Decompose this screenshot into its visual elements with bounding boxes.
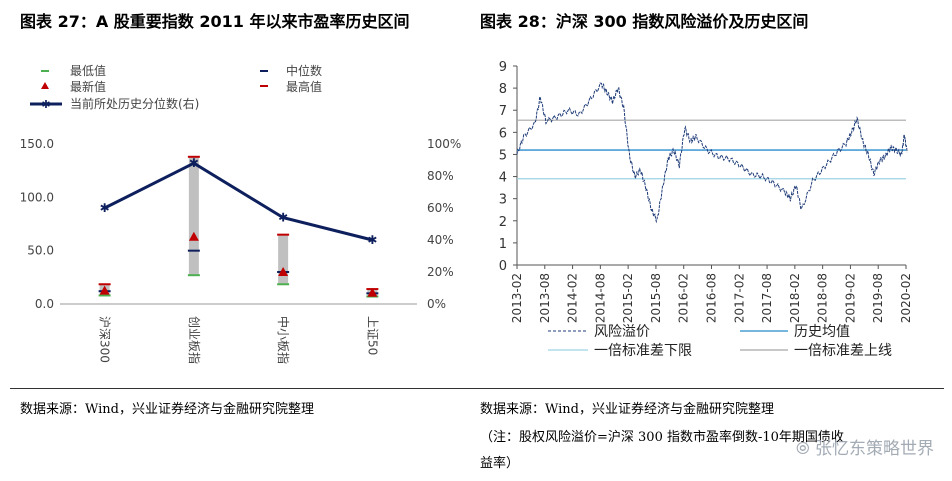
category-label: 上证50 <box>365 316 379 355</box>
x-tick-label: 2015-02 <box>621 273 635 323</box>
y-tick-label: 6 <box>499 126 507 141</box>
percentile-point: ✱ <box>100 201 110 215</box>
range-bar <box>278 234 289 285</box>
right-y-tick-label: 0% <box>427 297 446 311</box>
wechat-icon: ⦾ <box>795 439 810 459</box>
right-source: 数据来源：Wind，兴业证券经济与金融研究院整理 <box>480 402 774 417</box>
x-tick-label: 2020-02 <box>899 273 913 323</box>
right-chart-title: 图表 28：沪深 300 指数风险溢价及历史区间 <box>480 12 809 31</box>
right-chart: 0 1 2 3 4 5 6 7 8 9 2013-02 2013-08 2014-02 2014-08 20… <box>499 60 913 359</box>
x-tick-label: 2019-08 <box>871 273 885 323</box>
legend-max-label: 最高值 <box>286 79 322 94</box>
y-tick-label: 0 <box>499 259 507 274</box>
x-tick-label: 2016-02 <box>677 273 691 323</box>
watermark-text: 张忆东策略世界 <box>815 439 934 459</box>
percentile-point: ✱ <box>189 156 199 170</box>
right-y-tick-label: 40% <box>427 233 454 247</box>
left-source: 数据来源：Wind，兴业证券经济与金融研究院整理 <box>20 402 314 417</box>
x-tick-label: 2018-02 <box>788 273 802 323</box>
right-y-tick-label: 20% <box>427 265 454 279</box>
legend-mean-label: 历史均值 <box>794 324 850 340</box>
left-chart-title: 图表 27：A 股重要指数 2011 年以来市盈率历史区间 <box>20 12 410 31</box>
x-tick-label: 2013-08 <box>538 273 552 323</box>
x-tick-label: 2015-08 <box>649 273 663 323</box>
x-tick-label: 2018-08 <box>816 273 830 323</box>
y-tick-label: 7 <box>499 104 507 119</box>
percentile-point: ✱ <box>278 211 288 225</box>
left-y-tick-label: 150.0 <box>20 137 54 151</box>
left-y-tick-label: 100.0 <box>20 190 54 204</box>
legend-latest-label: 最新值 <box>70 79 106 94</box>
legend-risk-premium-label: 风险溢价 <box>594 324 650 340</box>
y-tick-label: 1 <box>499 237 507 252</box>
x-tick-label: 2019-02 <box>843 273 857 323</box>
right-note-line1: （注：股权风险溢价=沪深 300 指数市盈率倒数-10年期国债收 <box>480 430 844 445</box>
left-y-tick-label: 0.0 <box>35 297 54 311</box>
watermark: ⦾ 张忆东策略世界 <box>796 434 934 459</box>
x-tick-label: 2014-08 <box>593 273 607 323</box>
x-tick-label: 2017-08 <box>760 273 774 323</box>
y-tick-label: 3 <box>499 193 507 208</box>
right-note-line2: 益率） <box>480 456 520 471</box>
y-tick-label: 9 <box>499 60 507 75</box>
legend-latest-marker <box>41 82 49 89</box>
legend-percentile-label: 当前所处历史分位数(右) <box>70 96 199 111</box>
latest-marker <box>278 267 289 276</box>
x-tick-label: 2014-02 <box>566 273 580 323</box>
legend-median-label: 中位数 <box>286 63 322 78</box>
source-divider <box>10 388 944 389</box>
category-label: 中小板指 <box>276 316 291 364</box>
category-label: 创业板指 <box>187 316 202 364</box>
right-y-tick-label: 100% <box>427 137 461 151</box>
latest-marker <box>367 287 378 297</box>
legend-upper-band-label: 一倍标准差上线 <box>794 343 892 359</box>
x-tick-label: 2017-02 <box>732 273 746 323</box>
y-tick-label: 2 <box>499 215 507 230</box>
x-tick-label: 2016-08 <box>705 273 719 323</box>
legend-lower-band-label: 一倍标准差下限 <box>594 343 692 359</box>
left-y-tick-label: 50.0 <box>27 244 54 258</box>
risk-premium-line <box>516 82 908 224</box>
category-label: 沪深300 <box>98 316 112 363</box>
y-tick-label: 5 <box>499 148 507 163</box>
range-bar <box>188 156 199 276</box>
legend-min-label: 最低值 <box>70 63 106 78</box>
latest-marker <box>99 285 110 295</box>
y-tick-label: 8 <box>499 82 507 97</box>
legend-percentile-marker: ✱ <box>41 98 50 111</box>
y-tick-label: 4 <box>499 171 507 186</box>
latest-marker <box>188 231 199 241</box>
right-y-tick-label: 80% <box>427 169 454 183</box>
percentile-point: ✱ <box>367 233 377 247</box>
percentile-line <box>103 161 373 242</box>
right-y-tick-label: 60% <box>427 201 454 215</box>
x-tick-label: 2013-02 <box>510 273 524 323</box>
